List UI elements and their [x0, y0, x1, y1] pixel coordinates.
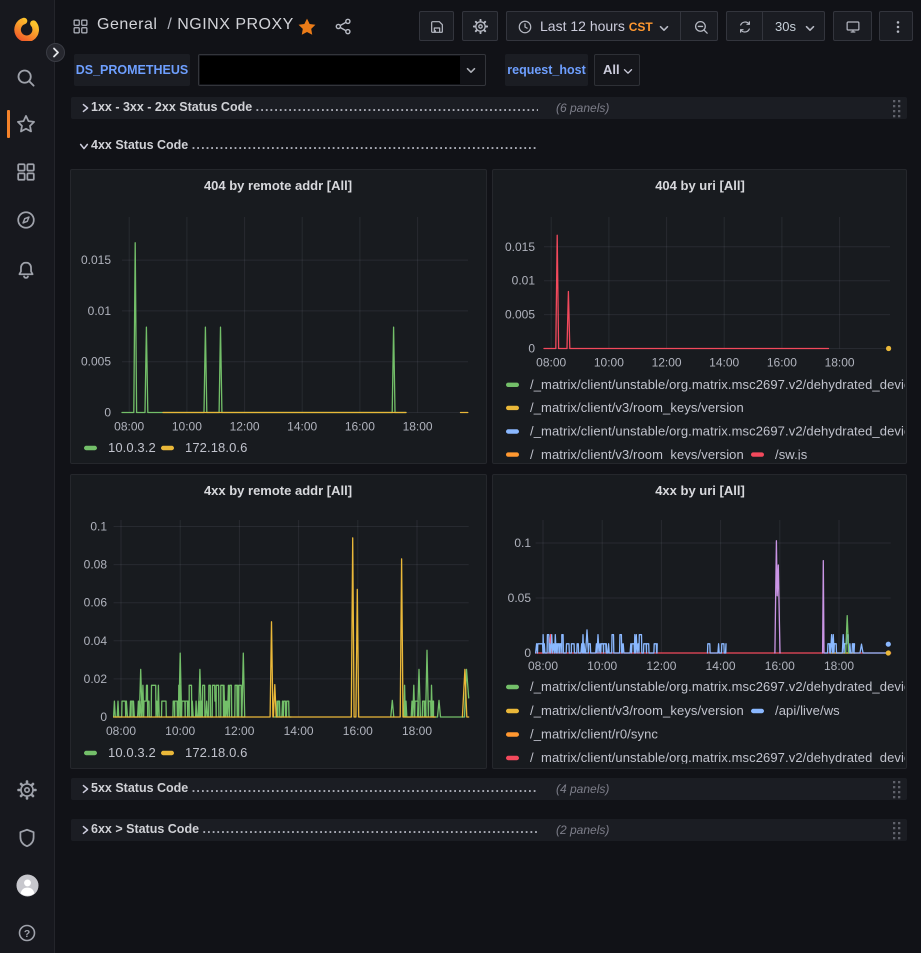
svg-text:0.1: 0.1	[90, 520, 107, 534]
svg-text:/_matrix/client/unstable/org.m: /_matrix/client/unstable/org.matrix.msc2…	[530, 679, 907, 694]
svg-text:14:00: 14:00	[709, 356, 739, 370]
svg-text:0.015: 0.015	[81, 253, 111, 267]
svg-text:/_matrix/client/unstable/org.m: /_matrix/client/unstable/org.matrix.msc2…	[530, 377, 907, 392]
svg-text:0: 0	[104, 406, 111, 420]
svg-text:/_matrix/client/v3/room_keys/v: /_matrix/client/v3/room_keys/version	[530, 400, 744, 415]
svg-text:18:00: 18:00	[824, 659, 854, 673]
svg-text:08:00: 08:00	[528, 659, 558, 673]
svg-text:10:00: 10:00	[165, 724, 195, 738]
svg-text:18:00: 18:00	[402, 724, 432, 738]
svg-text:0.015: 0.015	[505, 240, 535, 254]
svg-text:10:00: 10:00	[587, 659, 617, 673]
svg-text:0.01: 0.01	[512, 274, 536, 288]
svg-text:0: 0	[528, 342, 535, 356]
svg-text:16:00: 16:00	[343, 724, 373, 738]
svg-text:16:00: 16:00	[345, 420, 375, 434]
svg-text:/_matrix/client/r0/sync: /_matrix/client/r0/sync	[530, 727, 658, 742]
svg-text:0.05: 0.05	[508, 591, 532, 605]
svg-text:16:00: 16:00	[767, 356, 797, 370]
svg-text:0: 0	[524, 646, 531, 660]
svg-text:0: 0	[100, 710, 107, 724]
svg-text:/api/live/ws: /api/live/ws	[775, 703, 840, 718]
svg-text:08:00: 08:00	[114, 420, 144, 434]
svg-text:18:00: 18:00	[825, 356, 855, 370]
svg-text:404 by remote addr [All]: 404 by remote addr [All]	[204, 178, 352, 193]
svg-text:10:00: 10:00	[594, 356, 624, 370]
svg-text:?: ?	[24, 929, 30, 940]
svg-text:10:00: 10:00	[172, 420, 202, 434]
svg-text:0.02: 0.02	[84, 672, 108, 686]
svg-text:18:00: 18:00	[403, 420, 433, 434]
svg-text:14:00: 14:00	[706, 659, 736, 673]
svg-text:4xx by uri [All]: 4xx by uri [All]	[655, 483, 745, 498]
svg-text:12:00: 12:00	[224, 724, 254, 738]
svg-text:10.0.3.2: 10.0.3.2	[108, 440, 156, 455]
svg-text:172.18.0.6: 172.18.0.6	[185, 745, 247, 760]
svg-text:172.18.0.6: 172.18.0.6	[185, 440, 247, 455]
svg-text:08:00: 08:00	[536, 356, 566, 370]
svg-text:/_matrix/client/v3/room_keys/v: /_matrix/client/v3/room_keys/version	[530, 703, 744, 718]
svg-text:0.005: 0.005	[505, 308, 535, 322]
svg-text:14:00: 14:00	[287, 420, 317, 434]
svg-text:10.0.3.2: 10.0.3.2	[108, 745, 156, 760]
svg-text:/_matrix/client/unstable/org.m: /_matrix/client/unstable/org.matrix.msc2…	[530, 750, 907, 765]
svg-text:0.1: 0.1	[514, 536, 531, 550]
svg-text:0.06: 0.06	[84, 596, 108, 610]
svg-text:0.005: 0.005	[81, 355, 111, 369]
svg-text:404 by uri [All]: 404 by uri [All]	[655, 178, 745, 193]
svg-text:/_matrix/client/v3/room_keys/v: /_matrix/client/v3/room_keys/version	[530, 447, 744, 462]
svg-text:12:00: 12:00	[646, 659, 676, 673]
svg-text:12:00: 12:00	[652, 356, 682, 370]
svg-text:4xx by remote addr [All]: 4xx by remote addr [All]	[204, 483, 352, 498]
svg-text:16:00: 16:00	[765, 659, 795, 673]
svg-text:14:00: 14:00	[284, 724, 314, 738]
svg-text:0.01: 0.01	[88, 304, 112, 318]
svg-text:08:00: 08:00	[106, 724, 136, 738]
svg-text:12:00: 12:00	[230, 420, 260, 434]
svg-text:/sw.js: /sw.js	[775, 447, 808, 462]
svg-text:0.08: 0.08	[84, 558, 108, 572]
svg-text:0.04: 0.04	[84, 634, 108, 648]
svg-text:/_matrix/client/unstable/org.m: /_matrix/client/unstable/org.matrix.msc2…	[530, 424, 907, 439]
